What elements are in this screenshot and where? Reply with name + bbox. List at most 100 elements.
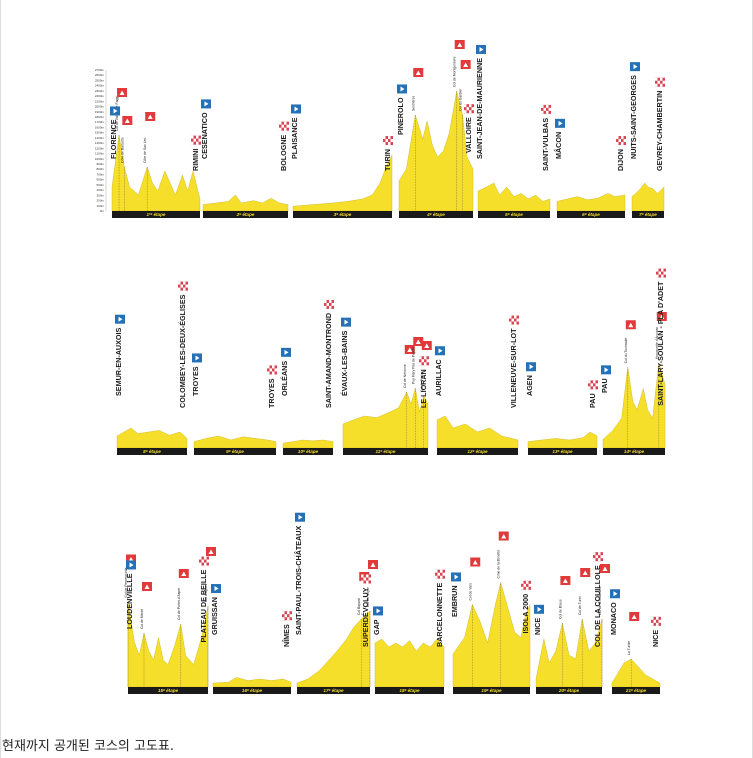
pass-label: Col d'Agnes bbox=[204, 584, 208, 602]
stage-profile-20: 20ᵉ étape bbox=[535, 618, 603, 694]
start-flag-icon bbox=[630, 62, 640, 72]
pass-label: Col de Menté bbox=[140, 609, 144, 629]
stage-bar bbox=[293, 211, 392, 218]
pass-label: Col de Portet-d'Aspet bbox=[177, 588, 181, 620]
pass-label: Puy Mary Pas de Peyrol bbox=[411, 347, 415, 384]
pass-flag-icon bbox=[117, 88, 128, 97]
y-tick-label: 0m bbox=[100, 209, 105, 213]
y-tick-label: 1900m bbox=[95, 110, 105, 114]
finish-flag-icon bbox=[521, 580, 531, 590]
start-city-label: PLAISANCE bbox=[290, 117, 299, 159]
y-tick-label: 1000m bbox=[95, 157, 105, 161]
stage-profile-19: 19ᵉ étape bbox=[452, 581, 531, 694]
elevation-area bbox=[212, 677, 292, 688]
pass-flag-icon bbox=[421, 341, 432, 350]
start-city-label: NICE bbox=[533, 618, 542, 635]
stage-number-label: 16ᵉ étape bbox=[242, 688, 263, 693]
stage-profile-11: 11ᵉ étape bbox=[342, 387, 429, 455]
start-city-label: ÉVAUX-LES-BAINS bbox=[340, 330, 349, 396]
elevation-area bbox=[127, 601, 209, 688]
y-tick-label: 100m bbox=[96, 204, 104, 208]
finish-flag-icon bbox=[383, 136, 393, 146]
figure-caption: 현재까지 공개된 코스의 고도표. bbox=[2, 739, 175, 754]
stage-profile-18: 18ᵉ étape bbox=[374, 638, 445, 694]
elevation-area bbox=[374, 638, 445, 688]
stage-bar bbox=[213, 687, 291, 694]
elevation-area bbox=[452, 581, 531, 688]
y-tick-label: 1400m bbox=[95, 136, 105, 140]
pass-label: Col Bayard bbox=[357, 598, 361, 615]
stage-bar bbox=[117, 448, 187, 455]
stage-number-label: 12ᵉ étape bbox=[467, 449, 488, 454]
stage-number-label: 6ᵉ étape bbox=[582, 212, 600, 217]
y-tick-label: 1600m bbox=[95, 125, 105, 129]
y-tick-label: 2600m bbox=[95, 73, 105, 77]
pass-flag-icon bbox=[122, 116, 133, 125]
start-flag-icon bbox=[281, 347, 291, 357]
pass-flag-icon bbox=[404, 345, 415, 354]
y-tick-label: 800m bbox=[96, 167, 104, 171]
finish-flag-icon bbox=[616, 136, 626, 146]
finish-city-label: SAINT-AMAND-MONTROND bbox=[324, 313, 333, 408]
pass-flag-icon bbox=[413, 68, 424, 77]
start-flag-icon bbox=[397, 84, 407, 94]
pass-flag-icon bbox=[178, 569, 189, 578]
finish-city-label: ISOLA 2000 bbox=[521, 594, 530, 634]
elevation-area bbox=[111, 134, 201, 212]
finish-flag-icon bbox=[655, 77, 665, 87]
finish-city-label: GEVREY-CHAMBERTIN bbox=[655, 91, 664, 171]
y-tick-label: 2500m bbox=[95, 78, 105, 82]
pass-label: Côte de Barbotto bbox=[120, 137, 124, 163]
start-city-label: AURILLAC bbox=[434, 359, 443, 396]
start-city-label: LOUDENVIELLE bbox=[125, 573, 134, 629]
pass-flag-icon bbox=[206, 547, 216, 556]
finish-flag-icon bbox=[435, 569, 445, 579]
stage-number-label: 8ᵉ étape bbox=[143, 449, 161, 454]
elevation-area bbox=[342, 387, 429, 449]
y-tick-label: 1200m bbox=[95, 146, 105, 150]
finish-flag-icon bbox=[324, 299, 334, 309]
stage-number-label: 10ᵉ étape bbox=[298, 449, 319, 454]
pass-label: Col de la Colmiane bbox=[598, 586, 602, 615]
stage-profile-13: 13ᵉ étape bbox=[527, 431, 598, 455]
stage-profile-10: 10ᵉ étape bbox=[282, 439, 334, 455]
finish-flag-icon bbox=[419, 356, 429, 366]
start-flag-icon bbox=[451, 572, 461, 582]
finish-city-label: SUPERDÉVOLUY bbox=[361, 587, 370, 647]
stage-profile-2: 2ᵉ étape bbox=[202, 194, 289, 218]
finish-flag-icon bbox=[191, 135, 201, 145]
pass-label: Col de Pertus bbox=[420, 371, 424, 392]
start-city-label: PINEROLO bbox=[396, 97, 405, 135]
elevation-area bbox=[477, 182, 551, 212]
finish-flag-icon bbox=[279, 121, 289, 131]
y-tick-label: 600m bbox=[96, 178, 104, 182]
stage-bar bbox=[528, 448, 597, 455]
stage-bar bbox=[203, 211, 288, 218]
y-tick-label: 300m bbox=[96, 193, 104, 197]
pass-label: Col de Néronne bbox=[403, 364, 407, 388]
finish-flag-icon bbox=[282, 611, 292, 621]
stage-number-label: 3ᵉ étape bbox=[334, 212, 352, 217]
start-flag-icon bbox=[555, 118, 565, 128]
stage-bar bbox=[375, 687, 444, 694]
start-flag-icon bbox=[295, 512, 305, 522]
pass-flag-icon bbox=[454, 40, 465, 49]
stage-bar bbox=[128, 687, 208, 694]
stage-number-label: 20ᵉ étape bbox=[558, 688, 580, 693]
elevation-area bbox=[631, 182, 665, 212]
pass-flag-icon bbox=[656, 312, 667, 321]
y-tick-label: 2200m bbox=[95, 94, 105, 98]
pass-label: Hourquette d'Ancizan bbox=[655, 327, 659, 359]
start-city-label: AGEN bbox=[525, 375, 534, 396]
start-city-label: MONACO bbox=[609, 602, 618, 635]
elevation-area bbox=[292, 154, 393, 212]
stage-bar bbox=[399, 211, 473, 218]
start-city-label: FLORENCE bbox=[109, 119, 118, 159]
finish-flag-icon bbox=[656, 268, 666, 278]
y-tick-label: 900m bbox=[96, 162, 104, 166]
start-flag-icon bbox=[341, 317, 351, 327]
start-flag-icon bbox=[291, 104, 301, 114]
start-flag-icon bbox=[526, 362, 536, 372]
stage-profile-16: 16ᵉ étape bbox=[212, 677, 292, 694]
stage-bar bbox=[194, 448, 276, 455]
